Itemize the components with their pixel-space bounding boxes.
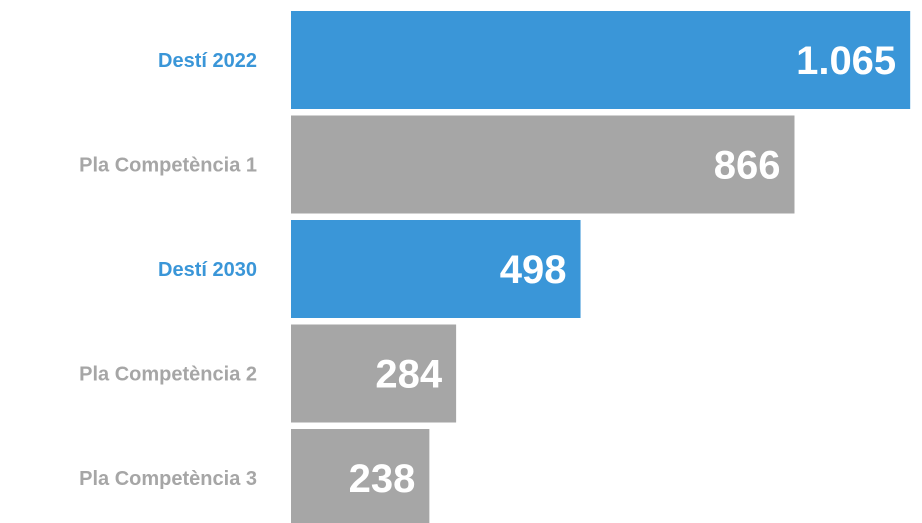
bars-group <box>291 11 911 523</box>
category-label-5: Pla Competència 3 <box>79 468 257 490</box>
bar-3 <box>291 220 581 318</box>
value-labels-group: 1.065 866 498 284 238 <box>349 39 897 501</box>
bar-5 <box>291 429 430 523</box>
category-labels-group: Destí 2022 Pla Competència 1 Destí 2030 Pla… <box>79 50 257 490</box>
value-label-4: 284 <box>375 353 442 397</box>
value-label-1: 1.065 <box>796 39 896 83</box>
value-label-5: 238 <box>349 457 416 501</box>
value-label-3: 498 <box>500 248 567 292</box>
bar-2 <box>291 115 795 214</box>
category-label-1: Destí 2022 <box>158 50 257 72</box>
category-label-3: Destí 2030 <box>158 259 257 281</box>
bar-4 <box>291 324 457 423</box>
value-label-2: 866 <box>714 144 781 188</box>
category-label-2: Pla Competència 1 <box>79 155 257 177</box>
category-label-4: Pla Competència 2 <box>79 364 257 386</box>
bar-1 <box>291 11 911 109</box>
